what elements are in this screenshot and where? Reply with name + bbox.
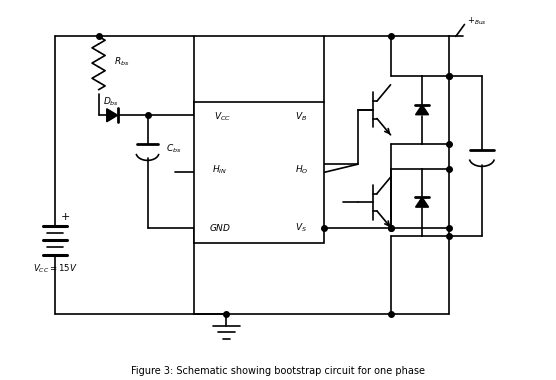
Text: $C_{bs}$: $C_{bs}$ <box>166 142 181 155</box>
Text: +: + <box>61 212 70 222</box>
Text: $H_O$: $H_O$ <box>295 163 308 176</box>
Text: $GND$: $GND$ <box>208 222 231 233</box>
Text: $R_{bs}$: $R_{bs}$ <box>114 56 129 68</box>
Text: $H_{IN}$: $H_{IN}$ <box>212 163 227 176</box>
Polygon shape <box>107 109 118 122</box>
Polygon shape <box>415 105 429 115</box>
Bar <box>193 102 324 243</box>
Text: $V_{CC}=15V$: $V_{CC}=15V$ <box>33 263 77 276</box>
Text: $V_S$: $V_S$ <box>295 222 307 234</box>
Text: $V_{CC}$: $V_{CC}$ <box>214 111 231 123</box>
Text: $D_{bs}$: $D_{bs}$ <box>103 96 119 108</box>
Text: $+_{Bus}$: $+_{Bus}$ <box>466 16 486 27</box>
Text: Figure 3: Schematic showing bootstrap circuit for one phase: Figure 3: Schematic showing bootstrap ci… <box>131 366 425 376</box>
Polygon shape <box>415 197 429 207</box>
Text: $V_B$: $V_B$ <box>295 111 307 123</box>
